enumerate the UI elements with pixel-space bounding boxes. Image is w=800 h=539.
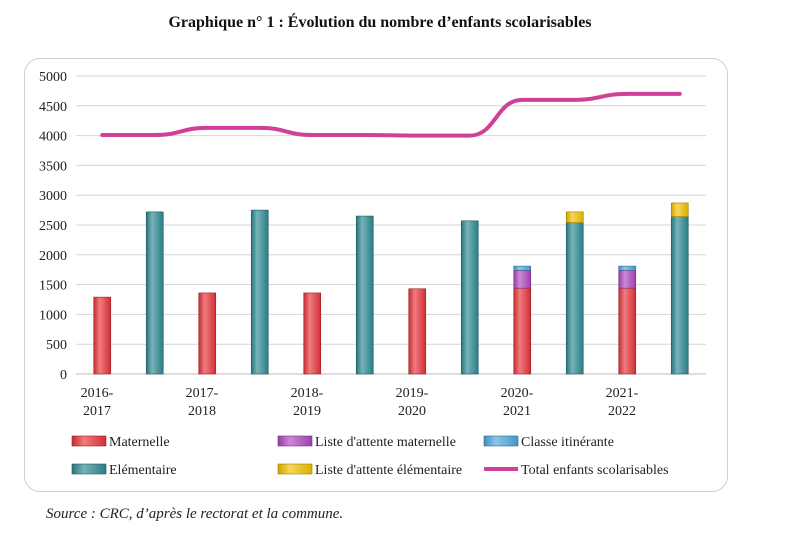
legend-item-maternelle: Maternelle — [71, 435, 170, 450]
legend-swatch — [71, 463, 107, 475]
chart-frame — [24, 58, 728, 492]
legend-label: Liste d'attente élémentaire — [315, 463, 462, 478]
legend-swatch — [277, 463, 313, 475]
bar-maternelle-2017-2018 — [198, 292, 217, 375]
bar-liste-d-attente-maternelle-2021-2022 — [618, 269, 637, 289]
y-tick-label: 0 — [60, 368, 67, 383]
y-tick-label: 3000 — [39, 189, 67, 204]
x-tick-label: 2021-2022 — [606, 386, 639, 419]
legend-label: Maternelle — [109, 435, 170, 450]
y-tick-label: 4500 — [39, 100, 67, 115]
line-total-enfants-scolarisables — [100, 91, 682, 138]
y-tick-label: 5000 — [39, 70, 67, 85]
y-tick-label: 1500 — [39, 279, 67, 294]
legend-item-classe-itinerante: Classe itinérante — [483, 435, 614, 450]
x-tick-label: 2019-2020 — [396, 386, 429, 419]
bar-elementaire-2020-2021 — [565, 222, 584, 375]
legend-swatch — [71, 435, 107, 447]
bar-maternelle-2019-2020 — [408, 288, 427, 375]
chart-title: Graphique n° 1 : Évolution du nombre d’e… — [168, 14, 592, 31]
x-tick-label: 2017-2018 — [186, 386, 219, 419]
bar-liste-d-attente-maternelle-2020-2021 — [513, 269, 532, 289]
legend-label: Classe itinérante — [521, 435, 614, 450]
legend-item-elementaire: Elémentaire — [71, 463, 177, 478]
x-tick-label: 2020-2021 — [501, 386, 534, 419]
legend-swatch — [483, 435, 519, 447]
bar-maternelle-2018-2019 — [303, 292, 322, 375]
bar-elementaire-2021-2022 — [670, 216, 689, 375]
bar-maternelle-2021-2022 — [618, 287, 637, 375]
legend-item-liste-d-attente-maternelle: Liste d'attente maternelle — [277, 435, 456, 450]
bar-elementaire-2016-2017 — [145, 211, 164, 375]
bar-classe-itinerante-2020-2021 — [513, 265, 532, 271]
y-tick-label: 3500 — [39, 159, 67, 174]
bar-maternelle-2020-2021 — [513, 287, 532, 375]
bar-elementaire-2018-2019 — [355, 215, 374, 375]
y-tick-label: 500 — [46, 338, 67, 353]
bar-maternelle-2016-2017 — [93, 296, 112, 375]
legend-label: Elémentaire — [109, 463, 177, 478]
y-tick-label: 2000 — [39, 249, 67, 264]
bar-classe-itinerante-2021-2022 — [618, 265, 637, 271]
legend-label: Liste d'attente maternelle — [315, 435, 456, 450]
legend-label: Total enfants scolarisables — [521, 463, 669, 478]
x-tick-label: 2016-2017 — [81, 386, 114, 419]
legend-item-liste-d-attente-elementaire: Liste d'attente élémentaire — [277, 463, 462, 478]
y-tick-label: 4000 — [39, 130, 67, 145]
bar-liste-d-attente-elementaire-2021-2022 — [670, 202, 689, 217]
y-tick-label: 2500 — [39, 219, 67, 234]
bar-elementaire-2019-2020 — [460, 220, 479, 375]
x-tick-label: 2018-2019 — [291, 386, 324, 419]
y-tick-label: 1000 — [39, 308, 67, 323]
legend-item-total-enfants-scolarisables: Total enfants scolarisables — [484, 463, 669, 478]
bar-liste-d-attente-elementaire-2020-2021 — [565, 211, 584, 223]
bar-elementaire-2017-2018 — [250, 209, 269, 375]
legend-swatch — [277, 435, 313, 447]
source-note: Source : CRC, d’après le rectorat et la … — [46, 506, 344, 522]
